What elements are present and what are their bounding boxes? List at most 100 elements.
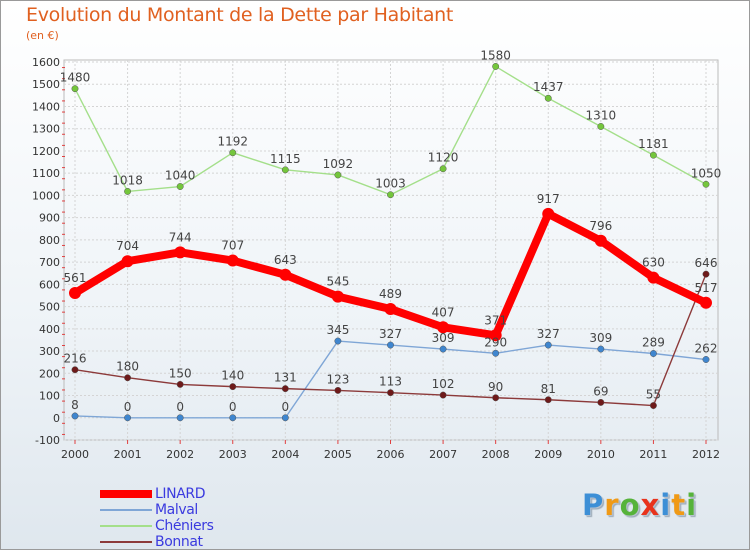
- data-point: [647, 271, 660, 284]
- logo-letter: P: [582, 488, 605, 522]
- data-label: 1050: [691, 166, 722, 180]
- data-label: 1310: [586, 108, 617, 122]
- x-tick-label: 2002: [166, 448, 194, 461]
- y-tick-label: 600: [39, 278, 60, 291]
- data-point: [121, 255, 134, 268]
- y-tick-label: 1000: [32, 189, 60, 202]
- data-point: [387, 389, 394, 397]
- x-tick-label: 2006: [377, 448, 405, 461]
- data-point: [387, 341, 394, 349]
- proxiti-logo: Proxiti: [582, 488, 697, 522]
- data-label: 1580: [480, 48, 511, 62]
- data-label: 643: [274, 253, 297, 267]
- legend-label: Chéniers: [155, 518, 214, 534]
- data-label: 290: [484, 335, 507, 349]
- data-label: 90: [488, 380, 503, 394]
- data-label: 289: [642, 336, 665, 350]
- data-point: [174, 246, 187, 259]
- data-label: 1437: [533, 80, 564, 94]
- y-tick-label: 200: [39, 367, 60, 380]
- data-label: 407: [432, 305, 455, 319]
- data-label: 327: [537, 327, 560, 341]
- data-label: 1040: [165, 169, 196, 183]
- data-label: 102: [432, 377, 455, 391]
- data-label: 262: [695, 342, 718, 356]
- chart-subtitle: (en €): [26, 29, 59, 42]
- data-point: [176, 183, 184, 190]
- data-point: [71, 412, 79, 420]
- data-point: [492, 62, 500, 70]
- legend-swatch: [100, 509, 152, 511]
- data-point: [226, 254, 239, 267]
- data-point: [124, 187, 132, 195]
- y-tick-label: 800: [39, 234, 60, 247]
- data-point: [597, 345, 605, 353]
- data-point: [69, 287, 81, 300]
- data-label: 0: [176, 400, 184, 414]
- data-point: [439, 345, 447, 353]
- data-label: 1120: [428, 151, 459, 165]
- legend-swatch: [100, 490, 152, 498]
- x-tick-label: 2012: [692, 448, 720, 461]
- y-tick-label: -100: [35, 434, 60, 447]
- data-point: [649, 402, 657, 409]
- y-tick-label: 900: [39, 212, 60, 225]
- data-label: 561: [64, 271, 87, 285]
- data-label: 630: [642, 256, 665, 270]
- data-point: [71, 366, 79, 374]
- data-point: [387, 191, 394, 199]
- legend-label: Bonnat: [155, 534, 203, 550]
- y-tick-label: 700: [39, 256, 60, 269]
- data-point: [124, 414, 132, 422]
- data-label: 131: [274, 371, 297, 385]
- data-point: [544, 396, 552, 404]
- data-point: [439, 165, 447, 173]
- data-label: 81: [541, 382, 556, 396]
- data-label: 8: [71, 398, 79, 412]
- data-label: 309: [432, 331, 455, 345]
- data-point: [594, 234, 607, 247]
- data-label: 744: [169, 230, 192, 244]
- data-point: [700, 296, 712, 309]
- data-point: [334, 386, 342, 394]
- data-label: 309: [589, 331, 612, 345]
- data-label: 796: [589, 219, 612, 233]
- legend-swatch: [100, 541, 152, 543]
- data-label: 1192: [217, 135, 248, 149]
- data-label: 704: [116, 239, 139, 253]
- data-point: [281, 414, 289, 422]
- data-point: [229, 414, 237, 422]
- chart-legend: LINARD Malval Chéniers Bonnat: [100, 486, 300, 550]
- legend-item-linard: LINARD: [100, 486, 300, 502]
- data-label: 216: [64, 352, 87, 366]
- y-tick-label: 100: [39, 390, 60, 403]
- data-label: 707: [221, 239, 244, 253]
- x-tick-label: 2011: [639, 448, 667, 461]
- data-point: [597, 123, 605, 130]
- data-label: 917: [537, 192, 560, 206]
- legend-item-malval: Malval: [100, 502, 300, 518]
- y-tick-label: 1100: [32, 167, 60, 180]
- data-label: 1480: [60, 71, 91, 85]
- data-point: [544, 341, 552, 349]
- data-label: 55: [646, 388, 661, 402]
- data-label: 345: [326, 323, 349, 337]
- x-tick-label: 2004: [271, 448, 299, 461]
- logo-letter: x: [640, 488, 661, 522]
- data-point: [492, 394, 500, 402]
- data-point: [702, 356, 710, 363]
- data-point: [124, 374, 132, 382]
- data-point: [384, 303, 397, 316]
- data-label: 1003: [375, 177, 406, 191]
- data-label: 140: [221, 369, 244, 383]
- y-tick-label: 1600: [32, 56, 60, 69]
- data-point: [281, 385, 289, 393]
- data-label: 1092: [323, 157, 354, 171]
- x-tick-label: 2009: [534, 448, 562, 461]
- x-tick-label: 2003: [219, 448, 247, 461]
- legend-item-bonnat: Bonnat: [100, 534, 300, 550]
- data-label: 69: [593, 384, 608, 398]
- data-label: 1018: [112, 173, 143, 187]
